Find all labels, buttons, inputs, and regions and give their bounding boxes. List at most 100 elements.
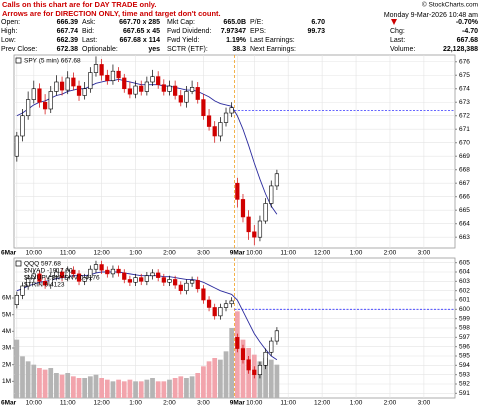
- candle-body: [201, 288, 206, 301]
- volume-bar: [240, 339, 246, 398]
- volume-tick-label: 3M: [2, 345, 11, 352]
- x-tick-label: 12:00: [93, 250, 110, 257]
- quote-value: 667.70 x 285: [119, 19, 160, 26]
- quote-value: -0.70%: [456, 19, 479, 26]
- quote-label: Open:: [1, 19, 20, 26]
- quote-value: 1.19%: [226, 37, 247, 44]
- quote-label: Last Earnings:: [250, 37, 295, 44]
- volume-tick-label: 4M: [2, 328, 11, 335]
- candle-body: [71, 269, 76, 275]
- x-tick-label: 1:00: [350, 400, 363, 406]
- y-tick-label: 663: [459, 234, 470, 241]
- x-tick-label: 9Mar: [230, 400, 246, 406]
- candle-body: [20, 285, 25, 296]
- volume-bar: [155, 381, 161, 398]
- candle-body: [144, 81, 149, 92]
- candle-body: [133, 85, 138, 95]
- annotation: $NYUPV:$NYDNV 0.4176: [24, 275, 100, 282]
- y-tick-label: 595: [459, 353, 470, 360]
- candle-body: [122, 272, 127, 280]
- candle-body: [139, 85, 144, 92]
- candle-body: [257, 220, 263, 238]
- chart-panel: 591 592 593 594 595 596 597 598 599 600 601 602 603 6…: [1, 257, 470, 406]
- volume-bar: [65, 373, 71, 398]
- quote-label: Prev Close:: [1, 46, 37, 53]
- candle-body: [263, 203, 268, 222]
- candle-body: [105, 74, 110, 81]
- quote-label: P/E:: [250, 19, 263, 26]
- quote-value: 99.73: [307, 28, 325, 35]
- y-tick-label: 665: [459, 207, 470, 214]
- down-arrow-icon: [391, 19, 397, 25]
- quote-value: 667.65 x 45: [123, 28, 160, 35]
- volume-bar: [138, 381, 144, 398]
- candle-body: [116, 70, 121, 79]
- y-tick-label: 591: [459, 390, 470, 397]
- candle-body: [14, 295, 19, 305]
- candle-body: [150, 272, 155, 277]
- candle-body: [82, 277, 87, 282]
- legend-title: SPY (5 min) 667.68: [24, 58, 81, 65]
- candle-body: [71, 77, 76, 87]
- quote-value: 667.68 x 114: [120, 37, 161, 44]
- volume-bar: [212, 358, 218, 398]
- candle-body: [235, 337, 240, 349]
- candle-body: [31, 88, 36, 100]
- candle-body: [99, 64, 104, 76]
- quote-value: 666.39: [57, 19, 79, 26]
- x-tick-label: 2:00: [163, 250, 176, 257]
- quote-label: Last:: [390, 37, 405, 44]
- candle-body: [161, 84, 166, 92]
- candle-body: [229, 300, 234, 305]
- candle-body: [274, 330, 280, 342]
- x-tick-label: 10:00: [26, 250, 43, 257]
- candle-body: [212, 307, 217, 317]
- candle-body: [156, 272, 161, 278]
- volume-bar: [229, 328, 235, 398]
- quote-label: EPS:: [250, 28, 266, 35]
- candle-body: [240, 348, 246, 361]
- volume-bar: [144, 379, 150, 398]
- candle-body: [110, 268, 116, 275]
- quote-value: yes: [148, 46, 160, 53]
- x-tick-label: 2:00: [163, 400, 176, 406]
- candle-body: [195, 87, 200, 100]
- candle-body: [178, 284, 183, 291]
- candle-body: [173, 85, 178, 96]
- volume-bar: [178, 376, 184, 398]
- x-tick-label: 10:00: [246, 250, 263, 257]
- candle-body: [93, 264, 99, 270]
- y-tick-label: 676: [459, 58, 470, 65]
- x-tick-label: 2:00: [384, 250, 397, 257]
- candle-body: [31, 273, 36, 279]
- candle-body: [218, 122, 223, 137]
- notice-line: Calls on this chart are for DAY TRADE on…: [2, 0, 156, 9]
- candle-body: [178, 95, 183, 103]
- quote-label: Last:: [82, 37, 97, 44]
- candle-body: [93, 64, 99, 73]
- y-tick-label: 668: [459, 166, 470, 173]
- x-tick-label: 3:00: [418, 400, 431, 406]
- volume-bar: [189, 376, 195, 398]
- volume-bar: [121, 381, 127, 398]
- y-tick-label: 592: [459, 381, 470, 388]
- candle-body: [110, 70, 116, 81]
- candle-body: [206, 115, 212, 127]
- candle-body: [144, 275, 149, 282]
- y-tick-label: 604: [459, 269, 470, 276]
- candle-body: [206, 299, 212, 308]
- candle-body: [42, 281, 48, 286]
- candle-body: [156, 76, 161, 85]
- x-tick-label: 12:00: [93, 400, 110, 406]
- annotation: $NYAD -1917.00: [24, 268, 73, 275]
- chart-panel: 663 664 665 666 667 668 669 670 671 672 673 674 675 6…: [1, 54, 470, 257]
- volume-bar: [42, 369, 48, 398]
- annotation: $TRIN 0.4123: [24, 282, 65, 289]
- candle-body: [54, 271, 59, 277]
- volume-bar: [127, 379, 133, 398]
- date: Monday 9-Mar-2026 10:48 am: [384, 12, 478, 19]
- candle-body: [274, 173, 280, 187]
- quote-value: 667.68: [457, 37, 479, 44]
- volume-tick-label: 5M: [2, 311, 11, 318]
- candle-body: [195, 280, 200, 290]
